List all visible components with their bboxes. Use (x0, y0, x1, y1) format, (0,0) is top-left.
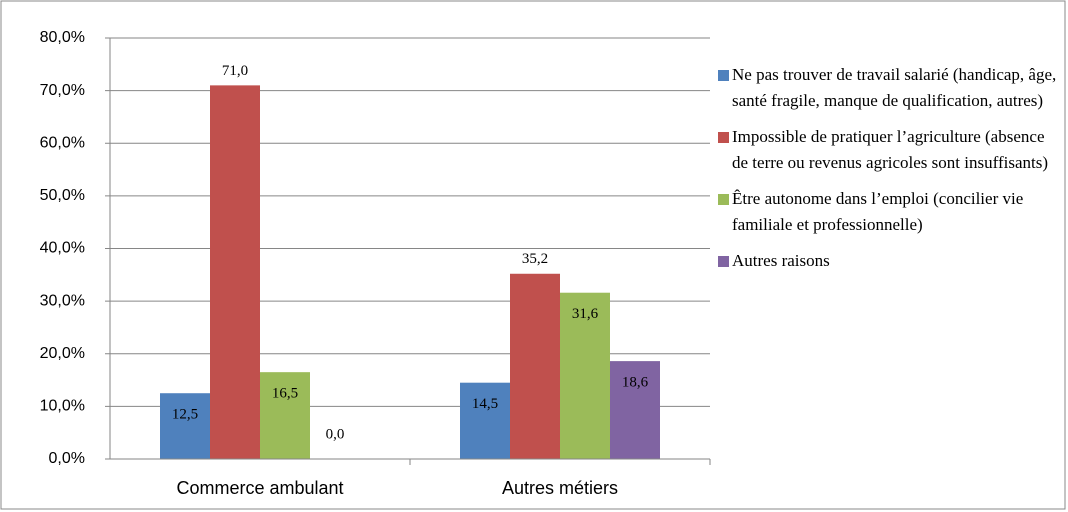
y-tick-label: 30,0% (40, 292, 85, 309)
bar (560, 292, 610, 459)
legend-label: Être autonome dans l’emploi (concilier v… (732, 189, 1024, 234)
bar (160, 393, 210, 459)
legend-swatch (718, 132, 729, 143)
legend-label: Autres raisons (732, 251, 830, 270)
bar (510, 273, 560, 459)
y-tick-label: 70,0% (40, 82, 85, 99)
bar (610, 361, 660, 459)
legend-swatch (718, 256, 729, 267)
data-label: 71,0 (222, 63, 248, 79)
data-label: 0,0 (326, 426, 345, 442)
data-label: 16,5 (272, 386, 298, 402)
legend-item: Être autonome dans l’emploi (concilier v… (718, 186, 1064, 238)
y-tick-label: 0,0% (49, 450, 85, 467)
data-label: 35,2 (522, 251, 548, 267)
legend-swatch (718, 70, 729, 81)
bar (260, 372, 310, 459)
legend: Ne pas trouver de travail salarié (handi… (718, 62, 1064, 284)
legend-item: Impossible de pratiquer l’agriculture (a… (718, 124, 1064, 176)
data-label: 18,6 (622, 375, 649, 391)
x-tick-label: Commerce ambulant (176, 478, 343, 498)
data-label: 14,5 (472, 396, 498, 412)
x-tick-label: Autres métiers (502, 478, 618, 498)
y-tick-label: 80,0% (40, 29, 85, 46)
legend-label: Impossible de pratiquer l’agriculture (a… (732, 127, 1048, 172)
legend-swatch (718, 194, 729, 205)
bar (460, 382, 510, 459)
y-tick-label: 20,0% (40, 345, 85, 362)
bar (210, 85, 260, 460)
legend-item: Ne pas trouver de travail salarié (handi… (718, 62, 1064, 114)
y-tick-label: 60,0% (40, 134, 85, 151)
y-tick-label: 10,0% (40, 398, 85, 415)
y-tick-label: 40,0% (40, 240, 85, 257)
data-label: 12,5 (172, 407, 198, 423)
y-tick-label: 50,0% (40, 187, 85, 204)
data-label: 31,6 (572, 306, 599, 322)
legend-label: Ne pas trouver de travail salarié (handi… (732, 65, 1057, 110)
legend-item: Autres raisons (718, 248, 1064, 274)
